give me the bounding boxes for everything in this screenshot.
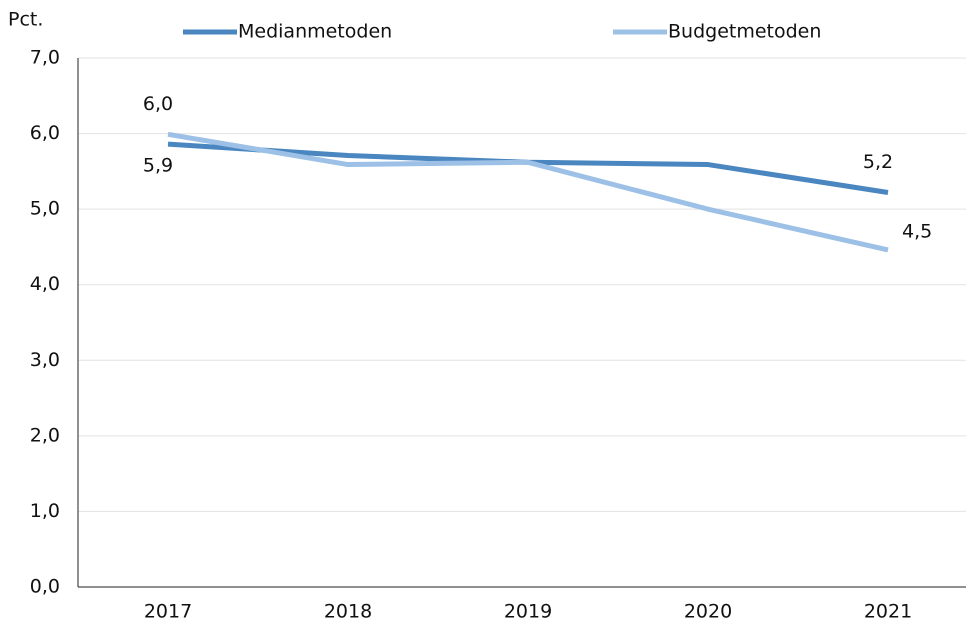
y-tick-label: 7,0 — [30, 47, 60, 69]
data-label: 5,9 — [143, 155, 173, 177]
x-tick-label: 2017 — [144, 601, 192, 623]
data-label: 6,0 — [143, 93, 173, 115]
y-tick-label: 2,0 — [30, 424, 60, 446]
x-tick-label: 2021 — [864, 601, 912, 623]
y-tick-label: 3,0 — [30, 349, 60, 371]
y-axis-label: Pct. — [8, 9, 43, 31]
legend-label: Medianmetoden — [238, 21, 392, 43]
y-tick-label: 6,0 — [30, 122, 60, 144]
legend-label: Budgetmetoden — [668, 21, 821, 43]
x-tick-label: 2020 — [684, 601, 732, 623]
y-tick-label: 0,0 — [30, 576, 60, 598]
data-label: 4,5 — [902, 220, 932, 242]
x-tick-label: 2019 — [504, 601, 552, 623]
line-series — [167, 131, 889, 253]
y-tick-label: 1,0 — [30, 500, 60, 522]
y-tick-label: 4,0 — [30, 273, 60, 295]
data-label: 5,2 — [863, 151, 893, 173]
y-tick-label: 5,0 — [30, 198, 60, 220]
x-tick-label: 2018 — [324, 601, 372, 623]
